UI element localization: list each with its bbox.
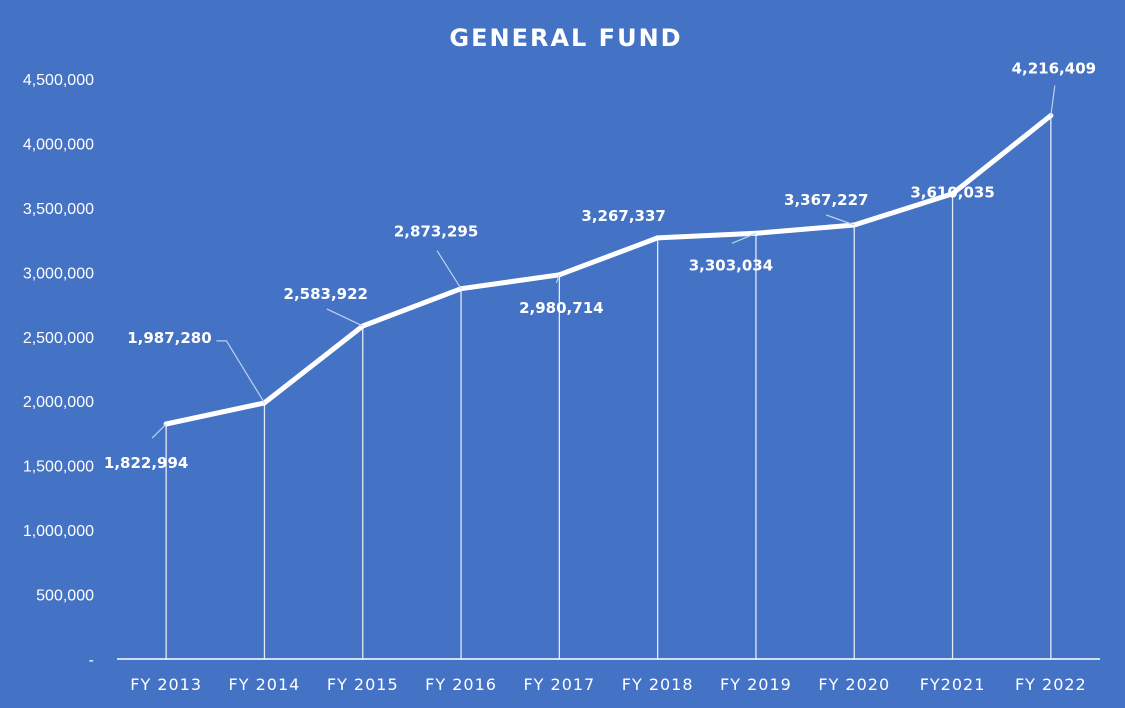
y-tick-label: 1,000,000 bbox=[23, 523, 94, 540]
leader-line bbox=[151, 423, 167, 439]
x-tick-label: FY 2014 bbox=[229, 675, 301, 694]
chart-title: GENERAL FUND bbox=[449, 24, 682, 52]
leader-line bbox=[555, 274, 560, 284]
leader-line bbox=[326, 308, 364, 327]
series-line bbox=[163, 113, 1054, 427]
x-tick-label: FY 2015 bbox=[327, 675, 399, 694]
data-labels: 1,822,994 1,987,280 2,583,922 2,873,295 2,98… bbox=[104, 60, 1096, 472]
data-label: 1,822,994 bbox=[104, 454, 188, 472]
data-label: 4,216,409 bbox=[1012, 60, 1096, 78]
x-tick-label: FY 2017 bbox=[523, 675, 595, 694]
y-tick-label: - bbox=[89, 652, 94, 669]
leader-line bbox=[436, 250, 462, 289]
y-tick-label: 2,000,000 bbox=[23, 394, 94, 411]
data-label: 1,987,280 bbox=[127, 329, 211, 347]
y-tick-label: 3,000,000 bbox=[23, 265, 94, 282]
data-label: 3,267,337 bbox=[581, 207, 665, 225]
data-label: 2,583,922 bbox=[284, 285, 368, 303]
drop-lines bbox=[165, 115, 1052, 659]
y-tick-label: 3,500,000 bbox=[23, 201, 94, 218]
leader-line bbox=[826, 214, 855, 226]
x-tick-label: FY2021 bbox=[920, 675, 986, 694]
x-tick-label: FY 2016 bbox=[425, 675, 497, 694]
label-leader-lines bbox=[151, 85, 1056, 439]
y-tick-label: 2,500,000 bbox=[23, 330, 94, 347]
y-tick-label: 4,000,000 bbox=[23, 136, 94, 153]
y-tick-label: 1,500,000 bbox=[23, 459, 94, 476]
data-label: 2,873,295 bbox=[394, 223, 478, 241]
x-tick-label: FY 2018 bbox=[622, 675, 694, 694]
y-tick-label: 4,500,000 bbox=[23, 72, 94, 89]
leader-line bbox=[731, 232, 757, 244]
leader-line bbox=[216, 340, 265, 404]
data-label: 3,303,034 bbox=[689, 256, 773, 274]
data-label: 3,610,035 bbox=[910, 184, 994, 202]
data-point bbox=[655, 235, 661, 241]
x-tick-label: FY 2019 bbox=[720, 675, 792, 694]
x-tick-label: FY 2022 bbox=[1015, 675, 1087, 694]
y-axis-ticks: - 500,000 1,000,000 1,500,000 2,000,000 2,500… bbox=[23, 72, 94, 669]
data-point bbox=[950, 191, 956, 197]
leader-line bbox=[1050, 85, 1056, 116]
y-tick-label: 500,000 bbox=[36, 588, 94, 605]
x-tick-label: FY 2013 bbox=[130, 675, 202, 694]
x-axis-ticks: FY 2013 FY 2014 FY 2015 FY 2016 FY 2017 FY 20… bbox=[130, 675, 1087, 694]
x-tick-label: FY 2020 bbox=[818, 675, 890, 694]
data-label: 2,980,714 bbox=[519, 299, 603, 317]
data-label: 3,367,227 bbox=[784, 191, 868, 209]
